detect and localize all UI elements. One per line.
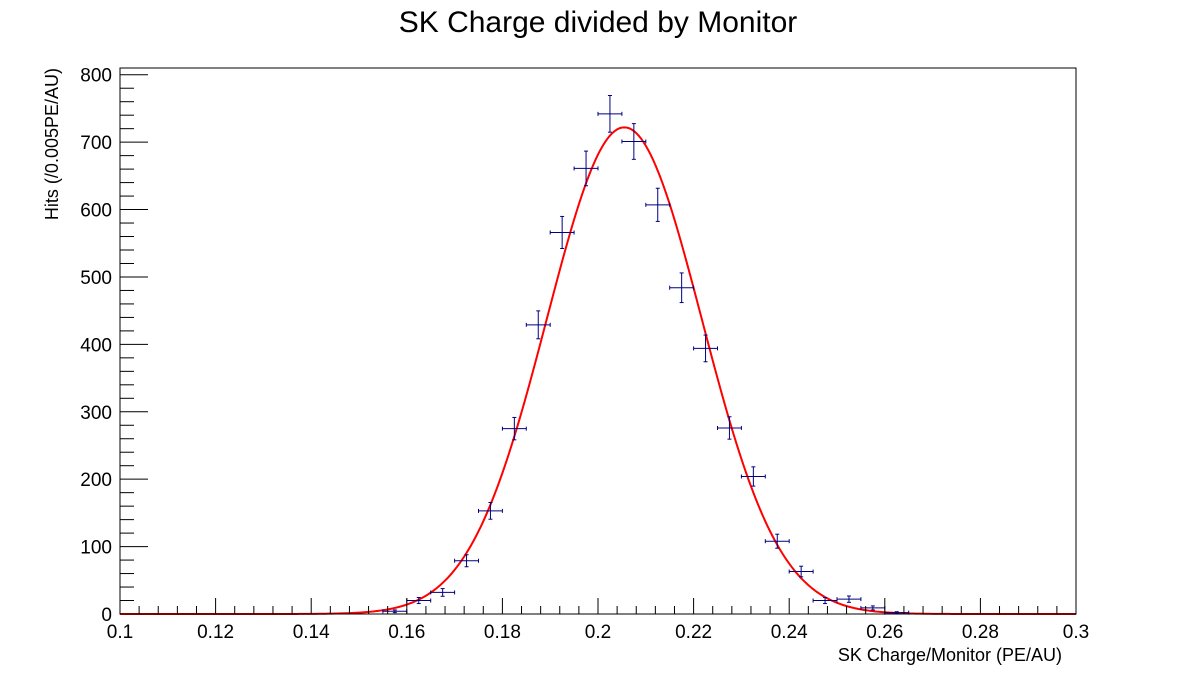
- y-tick-label: 0: [101, 605, 112, 626]
- x-tick-label: 0.3: [1063, 622, 1089, 643]
- y-tick-label: 200: [80, 470, 112, 491]
- data-point: [478, 502, 503, 520]
- y-tick-label: 800: [80, 66, 112, 87]
- data-point: [406, 596, 432, 605]
- x-tick-label: 0.1: [107, 622, 133, 643]
- data-point: [525, 310, 551, 340]
- data-point: [693, 334, 718, 363]
- data-point: [645, 187, 671, 222]
- data-point: [430, 588, 456, 597]
- axes-layer: 0.1 0.12 0.14 0.16 0.18 0.2 0.22 0.24 0.26 0.28 0.…: [80, 66, 1089, 643]
- data-point: [501, 416, 527, 441]
- data-point: [812, 596, 838, 605]
- data-point: [764, 533, 790, 549]
- x-tick-label: 0.24: [771, 622, 808, 643]
- y-axis-label: Hits (/0.005PE/AU): [42, 68, 62, 220]
- y-tick-label: 600: [80, 201, 112, 222]
- x-axis-label: SK Charge/Monitor (PE/AU): [838, 645, 1062, 665]
- y-tick-label: 100: [80, 538, 112, 559]
- data-point: [788, 565, 814, 578]
- data-point: [454, 554, 479, 568]
- data-point: [621, 123, 647, 160]
- y-tick-label: 500: [80, 268, 112, 289]
- chart-title: SK Charge divided by Monitor: [399, 6, 798, 39]
- y-tick-label: 400: [80, 335, 112, 356]
- fit-curve-layer: [120, 126, 1076, 615]
- data-point: [597, 95, 623, 133]
- data-point: [717, 416, 742, 440]
- data-point: [740, 466, 766, 487]
- data-point: [836, 595, 862, 603]
- x-tick-label: 0.26: [866, 622, 903, 643]
- plot-frame: [119, 67, 1077, 615]
- data-points-layer: [382, 95, 910, 615]
- data-point: [549, 215, 575, 250]
- data-point: [573, 150, 599, 187]
- x-tick-label: 0.12: [197, 622, 234, 643]
- y-tick-label: 300: [80, 403, 112, 424]
- x-tick-label: 0.14: [293, 622, 330, 643]
- data-point: [669, 272, 695, 304]
- y-tick-label: 700: [80, 133, 112, 154]
- gaussian-fit-curve: [120, 126, 1076, 615]
- x-tick-label: 0.28: [962, 622, 999, 643]
- x-tick-label: 0.2: [585, 622, 611, 643]
- x-tick-label: 0.16: [388, 622, 425, 643]
- x-tick-label: 0.18: [484, 622, 521, 643]
- x-tick-label: 0.22: [675, 622, 712, 643]
